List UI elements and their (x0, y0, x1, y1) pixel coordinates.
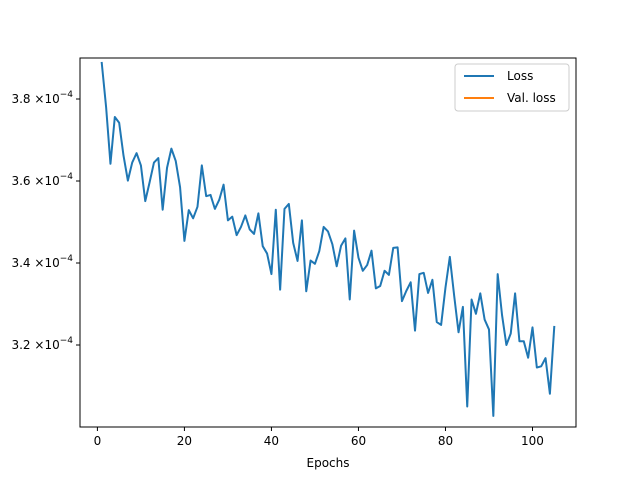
x-tick-label: 20 (177, 434, 192, 448)
x-tick-label: 80 (438, 434, 453, 448)
x-axis-title: Epochs (307, 456, 350, 470)
x-axis: 0 20 40 60 80 100 (94, 427, 544, 448)
legend-label-loss: Loss (507, 69, 533, 83)
legend-label-val-loss: Val. loss (507, 91, 556, 105)
y-tick-label: 3.2 ×10−4 (11, 336, 73, 352)
x-tick-label: 0 (94, 434, 102, 448)
y-tick-label: 3.4 ×10−4 (11, 254, 73, 270)
y-axis: 3.2 ×10−4 3.4 ×10−4 3.6 ×10−4 3.8 ×10−4 (11, 90, 80, 352)
x-tick-label: 100 (521, 434, 544, 448)
series-line-loss (100, 61, 556, 417)
y-tick-label: 3.8 ×10−4 (11, 90, 73, 106)
axes-frame (79, 57, 577, 428)
legend: Loss Val. loss (454, 63, 570, 112)
y-tick-label: 3.6 ×10−4 (11, 172, 73, 188)
x-tick-label: 40 (264, 434, 279, 448)
x-tick-label: 60 (351, 434, 366, 448)
plot-area (100, 61, 556, 417)
